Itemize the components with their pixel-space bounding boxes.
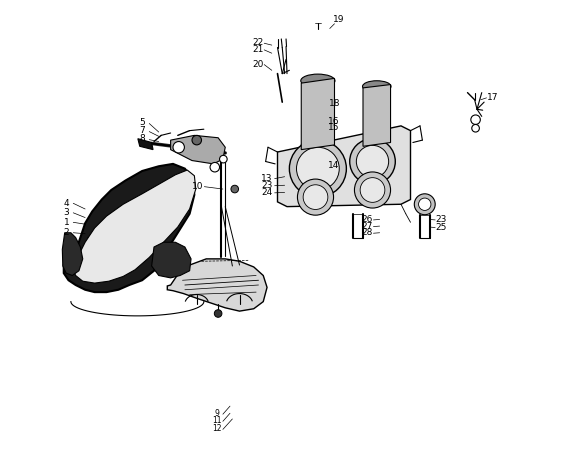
Circle shape <box>231 185 239 193</box>
Text: 2: 2 <box>64 228 69 237</box>
Circle shape <box>418 198 431 210</box>
Text: 4: 4 <box>64 199 69 208</box>
Circle shape <box>219 155 227 163</box>
Polygon shape <box>277 126 410 207</box>
Circle shape <box>472 124 479 132</box>
Ellipse shape <box>301 140 335 153</box>
Text: 23: 23 <box>261 181 273 190</box>
Text: 17: 17 <box>487 93 499 102</box>
Text: 3: 3 <box>64 209 69 217</box>
Text: 20: 20 <box>252 60 263 68</box>
Text: 18: 18 <box>329 99 340 108</box>
Ellipse shape <box>363 81 391 92</box>
Polygon shape <box>301 78 335 150</box>
Text: 19: 19 <box>332 16 344 24</box>
Polygon shape <box>138 139 153 150</box>
Text: 11: 11 <box>212 416 222 425</box>
Circle shape <box>297 147 339 190</box>
Circle shape <box>173 142 184 153</box>
Text: 6: 6 <box>202 151 208 159</box>
Polygon shape <box>170 135 225 164</box>
Text: 9: 9 <box>214 409 219 418</box>
Text: 28: 28 <box>361 228 373 237</box>
Polygon shape <box>152 242 191 278</box>
Text: 26: 26 <box>361 215 373 224</box>
Ellipse shape <box>363 138 391 149</box>
Text: 8: 8 <box>139 134 145 143</box>
Circle shape <box>356 145 389 178</box>
Text: 14: 14 <box>328 161 339 170</box>
Polygon shape <box>167 259 267 311</box>
Circle shape <box>214 310 222 317</box>
Text: 16: 16 <box>328 117 339 125</box>
Text: 7: 7 <box>139 126 145 135</box>
Circle shape <box>303 185 328 209</box>
Circle shape <box>210 162 219 172</box>
Circle shape <box>297 179 333 215</box>
Polygon shape <box>63 233 83 276</box>
Ellipse shape <box>365 89 389 97</box>
Circle shape <box>355 172 390 208</box>
Text: 5: 5 <box>139 118 145 127</box>
Circle shape <box>350 139 395 184</box>
Circle shape <box>414 194 435 215</box>
Text: 12: 12 <box>212 424 222 433</box>
Circle shape <box>471 115 480 124</box>
Text: 24: 24 <box>261 188 273 197</box>
Text: 23: 23 <box>436 215 447 224</box>
Polygon shape <box>363 85 390 146</box>
Text: 22: 22 <box>252 38 263 47</box>
Text: 10: 10 <box>192 182 203 190</box>
Text: 1: 1 <box>64 218 69 227</box>
Ellipse shape <box>301 74 335 87</box>
Text: 27: 27 <box>361 222 373 230</box>
Text: 25: 25 <box>436 223 447 231</box>
Circle shape <box>289 140 346 197</box>
Text: 13: 13 <box>261 174 273 182</box>
Polygon shape <box>72 170 196 283</box>
Circle shape <box>192 135 201 145</box>
Text: 15: 15 <box>328 123 339 132</box>
Circle shape <box>360 178 385 202</box>
Ellipse shape <box>304 83 332 93</box>
Text: 21: 21 <box>252 45 263 54</box>
Polygon shape <box>64 164 195 292</box>
